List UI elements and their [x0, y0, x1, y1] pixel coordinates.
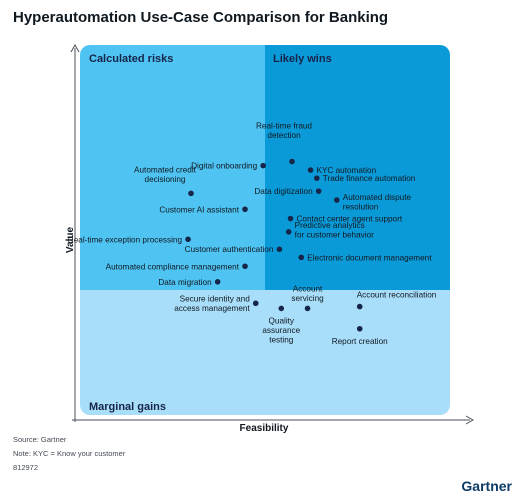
- label-predictive-analytics-for-customer-behavior: Predictive analytics for customer behavio…: [295, 221, 374, 240]
- gartner-logo: Gartner: [461, 478, 512, 494]
- point-real-time-fraud-detection: [289, 158, 295, 165]
- source-note: Source: Gartner: [13, 435, 67, 444]
- quadrant-label-likely-wins: Likely wins: [273, 53, 332, 65]
- x-axis-label: Feasibility: [240, 423, 289, 434]
- quadrant-backgrounds: Calculated risks Likely wins Marginal gain…: [80, 45, 450, 415]
- point-report-creation: [356, 325, 363, 332]
- label-automated-credit-decisioning: Automated credit decisioning: [134, 165, 197, 184]
- axes: Feasibility Value: [65, 43, 475, 434]
- label-digital-onboarding: Digital onboarding: [191, 162, 257, 171]
- point-trade-finance-automation: [314, 175, 320, 181]
- doc-id: 812972: [13, 463, 39, 472]
- chart-title: Hyperautomation Use-Case Comparison for …: [13, 9, 389, 26]
- point-predictive-analytics-for-customer-behavior: [285, 229, 292, 235]
- data-points: [185, 158, 363, 332]
- point-quality-assurance-testing: [278, 305, 285, 312]
- label-automated-compliance-management: Automated compliance management: [106, 262, 240, 271]
- x-axis-arrow: [465, 415, 475, 425]
- y-axis-label: Value: [65, 227, 76, 254]
- label-quality-assurance-testing: Quality assurance testing: [262, 316, 300, 344]
- kyc-note: Note: KYC = Know your customer: [13, 449, 126, 458]
- label-customer-authentication: Customer authentication: [185, 245, 274, 254]
- label-real-time-fraud-detection: Real-time fraud detection: [256, 122, 312, 141]
- point-real-time-exception-processing: [185, 236, 191, 243]
- point-account-reconciliation: [356, 303, 363, 310]
- label-data-digitization: Data digitization: [254, 187, 313, 196]
- y-axis-arrow: [70, 43, 80, 53]
- quadrant-marginal-gains: [80, 290, 450, 415]
- label-trade-finance-automation: Trade finance automation: [323, 174, 416, 183]
- quadrant-label-calculated-risks: Calculated risks: [89, 53, 173, 65]
- point-automated-credit-decisioning: [188, 190, 194, 197]
- point-labels: Real-time fraud detection Digital onboardi…: [68, 122, 437, 346]
- label-automated-dispute-resolution: Automated dispute resolution: [343, 193, 412, 212]
- quadrant-calculated-risks: [80, 45, 265, 290]
- label-data-migration: Data migration: [158, 278, 212, 287]
- label-secure-identity-and-access-management: Secure identity and access management: [174, 294, 250, 313]
- point-digital-onboarding: [260, 162, 266, 169]
- point-customer-ai-assistant: [242, 206, 248, 213]
- label-report-creation: Report creation: [332, 337, 388, 346]
- label-account-servicing: Account servicing: [291, 284, 324, 303]
- point-account-servicing: [304, 305, 311, 312]
- point-customer-authentication: [276, 246, 283, 253]
- label-contact-center-agent-support: Contact center agent support: [297, 215, 403, 224]
- point-electronic-document-management: [298, 254, 305, 261]
- label-electronic-document-management: Electronic document management: [307, 253, 432, 262]
- point-kyc-automation: [307, 167, 314, 173]
- label-account-reconciliation: Account reconciliation: [357, 291, 437, 300]
- point-automated-compliance-management: [242, 263, 248, 270]
- point-secure-identity-and-access-management: [252, 300, 259, 307]
- quadrant-likely-wins: [265, 45, 450, 290]
- point-data-digitization: [315, 188, 322, 194]
- quadrant-label-marginal-gains: Marginal gains: [89, 401, 166, 413]
- label-customer-ai-assistant: Customer AI assistant: [159, 205, 239, 214]
- point-automated-dispute-resolution: [333, 197, 340, 203]
- label-kyc-automation: KYC automation: [317, 166, 377, 175]
- point-data-migration: [214, 279, 221, 285]
- label-real-time-exception-processing: Real-time exception processing: [68, 235, 183, 244]
- point-contact-center-agent-support: [287, 215, 294, 222]
